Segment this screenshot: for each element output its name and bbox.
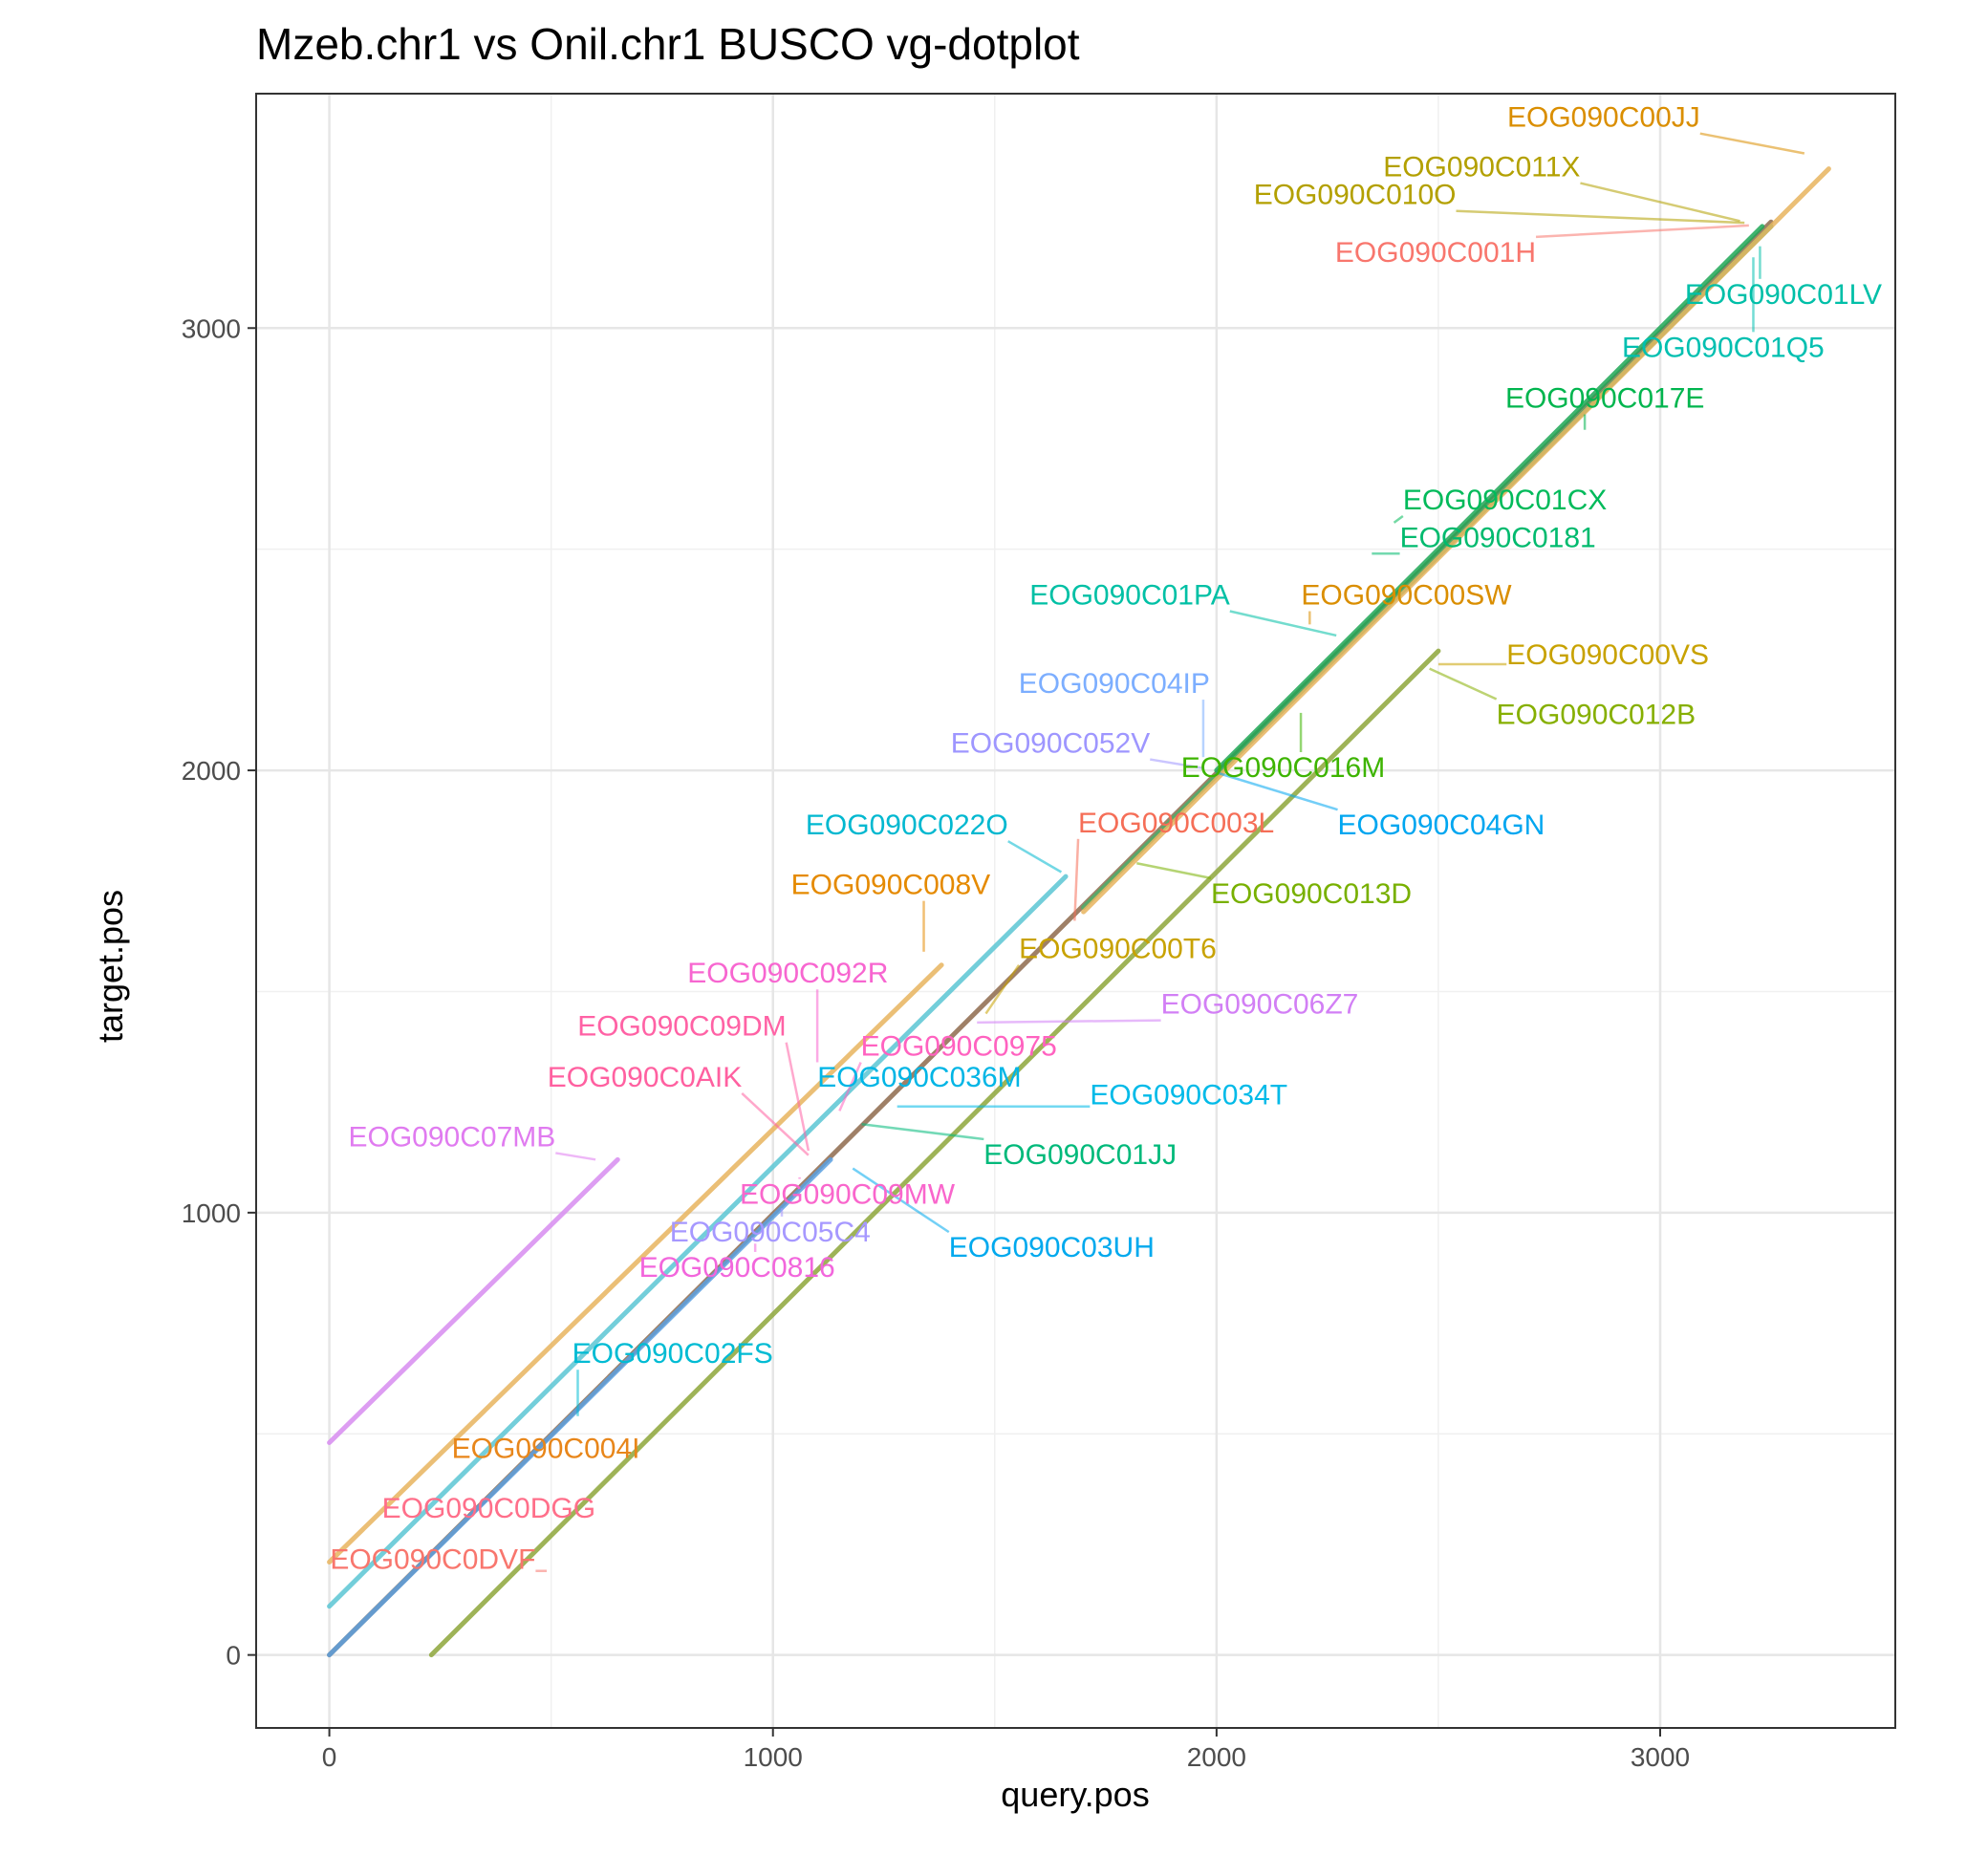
y-tick-label: 1000 xyxy=(182,1198,241,1228)
segment-label: EOG090C034T xyxy=(1090,1079,1287,1111)
segment-label: EOG090C0816 xyxy=(639,1252,835,1284)
dotplot-segment xyxy=(327,874,1069,1609)
x-tick-label: 0 xyxy=(322,1742,337,1772)
segment-label: EOG090C01PA xyxy=(1029,580,1230,612)
segment-label: EOG090C01LV xyxy=(1685,279,1882,311)
y-tick-label: 0 xyxy=(226,1641,241,1671)
segment-label: EOG090C0181 xyxy=(1400,522,1596,553)
label-leader-line xyxy=(555,1152,596,1161)
label-leader-line xyxy=(1073,838,1080,921)
label-leader-line xyxy=(852,1167,950,1234)
y-axis-ticks: 0 1000 2000 3000 xyxy=(182,313,256,1671)
grid-lines xyxy=(256,94,1895,1728)
segment-label: EOG090C0DVF xyxy=(330,1543,535,1575)
dotplot-segment xyxy=(1214,224,1765,773)
label-leader-line xyxy=(1150,758,1204,769)
segment-label: EOG090C011X xyxy=(1383,152,1580,183)
label-leader-line xyxy=(977,1019,1161,1025)
segment-label: EOG090C004I xyxy=(452,1434,640,1465)
segment-label: EOG090C00JJ xyxy=(1507,102,1700,134)
segment-label: EOG090C00SW xyxy=(1301,580,1512,612)
segment-label: EOG090C01CX xyxy=(1403,485,1607,516)
dotplot-segment xyxy=(1081,166,1831,915)
segment-label: EOG090C01JJ xyxy=(983,1139,1177,1171)
segment-label: EOG090C092R xyxy=(687,958,888,989)
label-leader-line xyxy=(1535,224,1749,239)
label-leader-line xyxy=(1429,667,1498,701)
segment-label: EOG090C022O xyxy=(806,809,1008,841)
segment-label: EOG090C0DGG xyxy=(382,1493,595,1524)
panel-border xyxy=(255,93,1896,1729)
label-leader-line xyxy=(1393,515,1404,524)
segment-label: EOG090C013D xyxy=(1211,878,1412,910)
label-leader-line xyxy=(1136,862,1212,880)
segment-label: EOG090C01Q5 xyxy=(1622,332,1825,363)
segment-label: EOG090C016M xyxy=(1181,752,1385,784)
y-tick-label: 2000 xyxy=(182,756,241,786)
segment-label: EOG090C052V xyxy=(951,728,1150,760)
chart-title: Mzeb.chr1 vs Onil.chr1 BUSCO vg-dotplot xyxy=(256,19,1080,69)
label-leader-lines xyxy=(535,132,1805,1572)
segment-label: EOG090C04IP xyxy=(1019,668,1210,700)
y-tick-label: 3000 xyxy=(182,313,241,343)
segment-label: EOG090C00T6 xyxy=(1019,934,1217,965)
segment-label: EOG090C001H xyxy=(1335,237,1536,269)
dotplot-segment xyxy=(327,962,944,1565)
y-axis-title: target.pos xyxy=(91,890,130,1043)
segment-label: EOG090C003L xyxy=(1078,808,1274,839)
dotplot-segment xyxy=(327,1156,620,1446)
segment-label: EOG090C05C4 xyxy=(670,1217,871,1248)
segment-label: EOG090C017E xyxy=(1505,383,1704,415)
label-leader-line xyxy=(1229,610,1337,637)
segment-label: EOG090C03UH xyxy=(949,1232,1155,1263)
x-tick-label: 2000 xyxy=(1187,1742,1246,1772)
dotplot-segments xyxy=(327,166,1831,1658)
label-leader-line xyxy=(838,1062,862,1111)
x-axis-ticks: 0 1000 2000 3000 xyxy=(322,1728,1690,1772)
segment-label: EOG090C09MW xyxy=(740,1179,956,1211)
label-leader-line xyxy=(1216,771,1338,811)
label-leader-line xyxy=(1456,209,1745,225)
x-tick-label: 1000 xyxy=(744,1742,803,1772)
segment-label: EOG090C0975 xyxy=(861,1031,1057,1063)
dotplot-segment xyxy=(428,648,1441,1658)
x-axis-title: query.pos xyxy=(1001,1775,1149,1814)
segment-label: EOG090C00VS xyxy=(1506,639,1709,671)
segment-label: EOG090C010O xyxy=(1254,180,1457,211)
dotplot-segment xyxy=(327,1156,833,1658)
segment-label: EOG090C06Z7 xyxy=(1161,989,1359,1021)
segment-label: EOG090C07MB xyxy=(349,1121,556,1153)
label-leader-line xyxy=(1699,132,1805,155)
segment-label: EOG090C0AIK xyxy=(548,1062,742,1093)
segment-label: EOG090C02FS xyxy=(573,1338,773,1370)
segment-label: EOG090C012B xyxy=(1497,699,1696,730)
label-leader-line xyxy=(785,1042,810,1152)
label-leader-line xyxy=(741,1092,810,1156)
segment-label: EOG090C008V xyxy=(791,870,990,901)
label-leader-line xyxy=(984,964,1021,1015)
segment-label: EOG090C09DM xyxy=(577,1011,786,1043)
label-leader-line xyxy=(1580,182,1740,223)
segment-label: EOG090C036M xyxy=(817,1062,1021,1093)
segment-label: EOG090C04GN xyxy=(1338,809,1545,841)
label-leader-line xyxy=(1007,840,1063,874)
x-tick-label: 3000 xyxy=(1631,1742,1690,1772)
label-leader-line xyxy=(861,1123,984,1141)
